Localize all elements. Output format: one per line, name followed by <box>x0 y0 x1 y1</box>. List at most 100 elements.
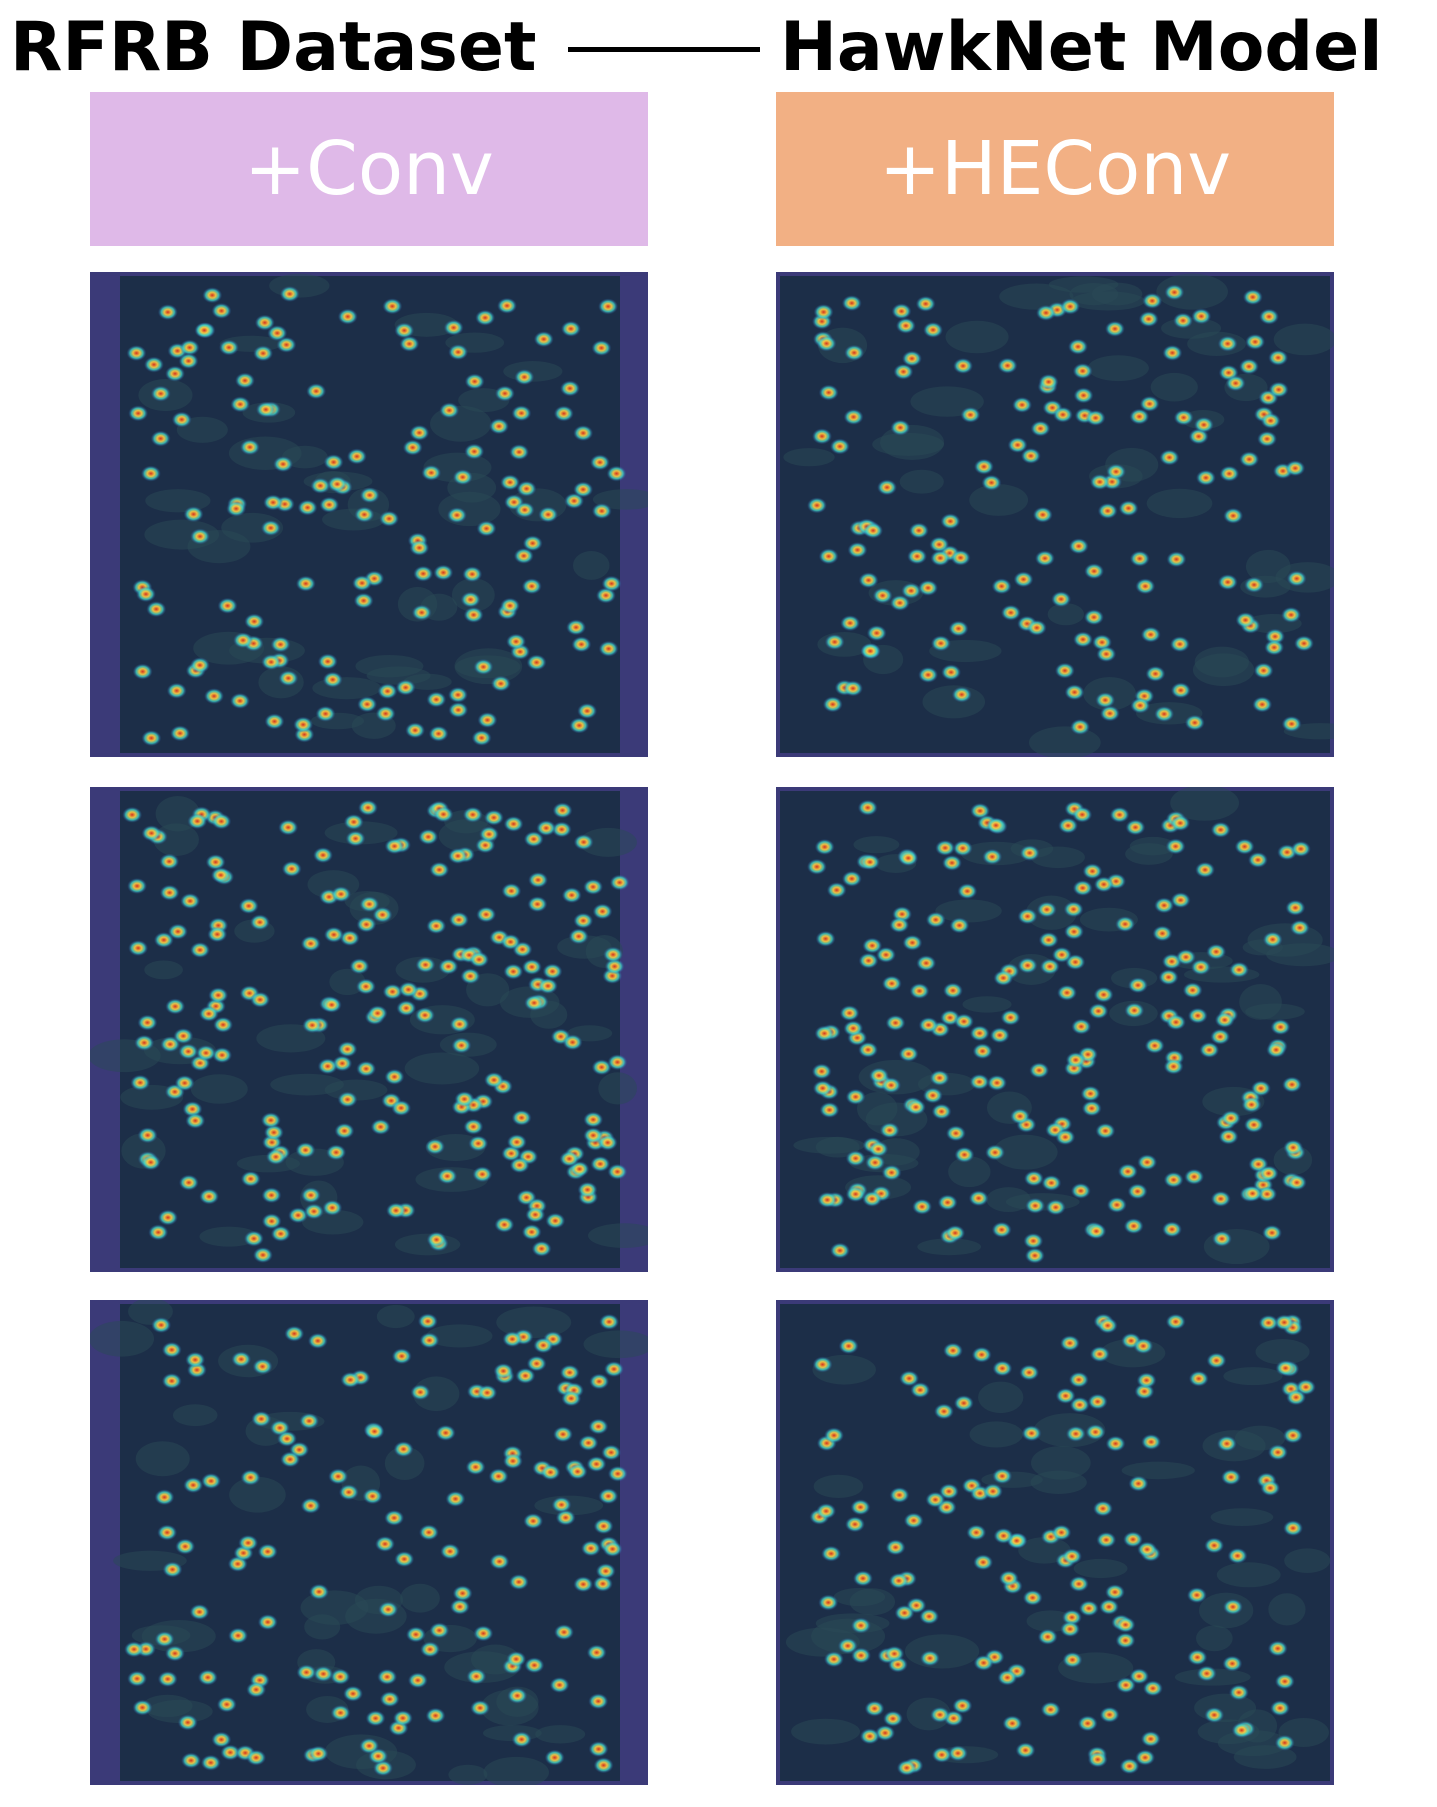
heat-spot <box>246 1681 267 1698</box>
heat-spot <box>1135 578 1156 595</box>
heat-spot <box>1139 395 1160 412</box>
leaf <box>312 677 382 700</box>
heat-spot <box>130 1074 151 1091</box>
heat-spot <box>295 575 316 592</box>
heat-spot <box>1166 551 1187 568</box>
heat-spot <box>475 309 496 326</box>
heat-spot <box>1096 646 1117 663</box>
heat-spot <box>1217 335 1238 352</box>
heat-spot <box>531 1240 552 1257</box>
heat-spot <box>211 813 232 830</box>
heat-spot <box>511 405 532 422</box>
heat-spot <box>421 464 442 481</box>
heat-spot <box>346 448 367 465</box>
heat-spot <box>841 295 862 312</box>
heat-spot <box>183 1477 204 1494</box>
heat-spot <box>544 1749 565 1766</box>
heat-spot <box>865 1154 886 1171</box>
heat-spot <box>243 1230 264 1247</box>
heat-spot <box>502 1453 523 1470</box>
heat-spot <box>128 405 149 422</box>
heat-spot <box>1115 1616 1136 1633</box>
heat-spot <box>1135 1749 1156 1766</box>
heat-spot <box>426 691 447 708</box>
heat-spot <box>568 928 589 945</box>
heat-spot <box>1211 1230 1232 1247</box>
heat-spot <box>425 1707 446 1724</box>
heat-spot <box>1285 899 1306 916</box>
heat-spot <box>1239 451 1260 468</box>
heat-spot <box>137 1127 158 1144</box>
leaf <box>1268 1593 1306 1626</box>
heat-spot <box>426 918 447 935</box>
leaf <box>496 1306 572 1339</box>
heat-spot <box>1282 1427 1303 1444</box>
heat-spot <box>606 465 627 482</box>
heat-spot <box>953 1395 974 1412</box>
heat-spot <box>178 1174 199 1191</box>
column-label: +Conv <box>90 92 648 246</box>
heat-spot <box>161 1341 182 1358</box>
heat-spot <box>1123 1218 1144 1235</box>
heat-spot <box>998 1570 1019 1587</box>
heat-spot <box>1063 923 1084 940</box>
heat-spot <box>514 501 535 518</box>
heat-spot <box>506 1134 527 1151</box>
heat-spot <box>207 926 228 943</box>
heat-spot <box>204 688 225 705</box>
heat-spot <box>355 978 376 995</box>
heat-spot <box>280 1451 301 1468</box>
heat-spot <box>418 1524 439 1541</box>
leaf <box>1146 488 1213 519</box>
heat-spot <box>278 819 299 836</box>
heat-spot <box>425 1138 446 1155</box>
heat-spot <box>313 847 334 864</box>
heat-spot <box>838 1338 859 1355</box>
heat-spot <box>1245 333 1266 350</box>
heat-spot <box>392 1710 413 1727</box>
heat-spot <box>816 1503 837 1520</box>
heat-spot <box>254 314 275 331</box>
column-label: +HEConv <box>776 92 1334 246</box>
heat-spot <box>497 297 518 314</box>
heat-spot <box>577 702 598 719</box>
heat-spot <box>811 1063 832 1080</box>
heat-spot <box>288 1207 309 1224</box>
heat-spot <box>1060 1621 1081 1638</box>
heat-spot <box>1086 1223 1107 1240</box>
heat-spot <box>1000 604 1021 621</box>
heat-spot <box>992 1360 1013 1377</box>
heat-spot <box>377 1668 398 1685</box>
heat-spot <box>551 1496 572 1513</box>
heat-spot <box>1210 1190 1231 1207</box>
heat-spot <box>246 1749 267 1766</box>
heat-spot <box>212 1047 233 1064</box>
heat-spot <box>201 1473 222 1490</box>
left-title: RFRB Dataset <box>10 8 537 87</box>
heat-spot <box>986 1074 1007 1091</box>
heat-spot <box>230 396 251 413</box>
heat-spot <box>971 1346 992 1363</box>
heat-spot <box>1238 358 1259 375</box>
heat-spot <box>264 713 285 730</box>
heat-spot <box>500 474 521 491</box>
heat-spot <box>1123 1531 1144 1548</box>
leaf <box>899 469 944 494</box>
heat-spot <box>343 813 364 830</box>
heat-spot <box>1257 430 1278 447</box>
heat-spot <box>525 1206 546 1223</box>
heat-spot <box>240 1170 261 1187</box>
heat-spot <box>164 1645 185 1662</box>
heat-spot <box>352 575 373 592</box>
heat-spot <box>1270 1019 1291 1036</box>
leaf <box>962 996 1012 1013</box>
heat-spot <box>1267 1640 1288 1657</box>
heat-spot <box>863 522 884 539</box>
heat-spot <box>1290 840 1311 857</box>
heat-spot <box>189 657 210 674</box>
heat-spot <box>1175 949 1196 966</box>
leaf <box>1156 273 1228 310</box>
heat-spot <box>607 1054 628 1071</box>
heat-spot <box>239 439 260 456</box>
heat-spot <box>398 981 419 998</box>
